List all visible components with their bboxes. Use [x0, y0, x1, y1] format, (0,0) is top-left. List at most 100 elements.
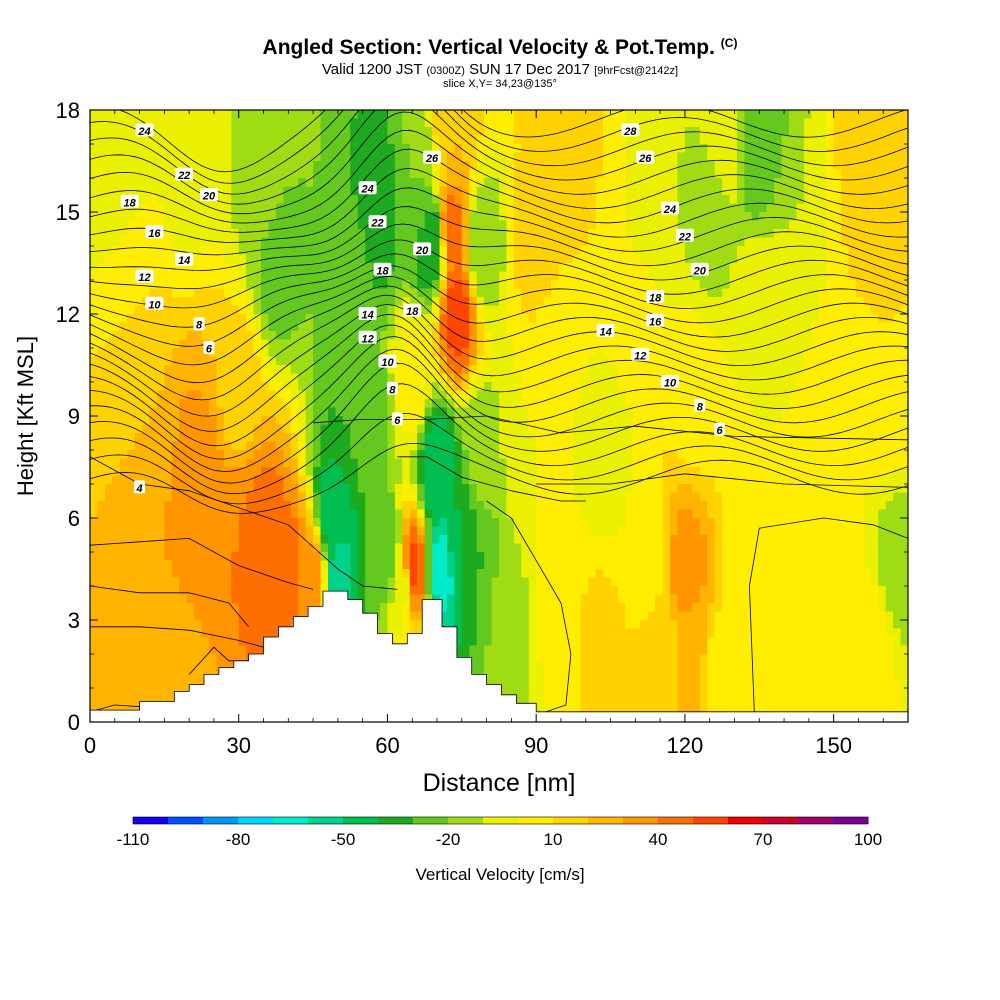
field-cell	[171, 433, 180, 443]
field-cell	[558, 467, 567, 477]
field-cell	[394, 348, 403, 358]
field-cell	[156, 577, 165, 587]
field-cell	[513, 645, 522, 655]
field-cell	[90, 441, 99, 451]
field-cell	[201, 450, 210, 460]
field-cell	[536, 577, 545, 587]
field-cell	[528, 433, 537, 443]
field-cell	[320, 390, 329, 400]
field-cell	[513, 637, 522, 647]
field-cell	[588, 127, 597, 137]
field-cell	[327, 390, 336, 400]
field-cell	[387, 620, 396, 630]
field-cell	[417, 577, 426, 587]
field-cell	[432, 492, 441, 502]
field-cell	[491, 356, 500, 366]
field-cell	[357, 288, 366, 298]
field-cell	[320, 560, 329, 570]
field-cell	[268, 552, 277, 562]
field-cell	[238, 229, 247, 239]
field-cell	[142, 407, 151, 417]
field-cell	[402, 484, 411, 494]
field-cell	[528, 552, 537, 562]
field-cell	[491, 390, 500, 400]
field-cell	[432, 263, 441, 273]
field-cell	[253, 526, 262, 536]
field-cell	[402, 509, 411, 519]
field-cell	[246, 254, 255, 264]
field-cell	[90, 280, 99, 290]
field-cell	[327, 322, 336, 332]
field-cell	[186, 560, 195, 570]
field-cell	[469, 399, 478, 409]
field-cell	[119, 331, 128, 341]
field-cell	[342, 526, 351, 536]
field-cell	[342, 560, 351, 570]
field-cell	[201, 237, 210, 247]
field-cell	[565, 705, 574, 715]
field-cell	[402, 118, 411, 128]
field-cell	[461, 237, 470, 247]
field-cell	[223, 662, 232, 672]
field-cell	[499, 594, 508, 604]
field-cell	[231, 212, 240, 222]
field-cell	[164, 424, 173, 434]
field-cell	[305, 433, 314, 443]
field-cell	[305, 144, 314, 154]
field-cell	[454, 467, 463, 477]
field-cell	[142, 263, 151, 273]
field-cell	[350, 135, 359, 145]
field-cell	[134, 135, 143, 145]
field-cell	[90, 662, 99, 672]
field-cell	[565, 118, 574, 128]
field-cell	[446, 280, 455, 290]
field-cell	[268, 110, 277, 120]
field-cell	[350, 484, 359, 494]
field-cell	[194, 382, 203, 392]
field-cell	[580, 339, 589, 349]
field-cell	[402, 586, 411, 596]
field-cell	[201, 254, 210, 264]
field-cell	[119, 671, 128, 681]
field-cell	[216, 628, 225, 638]
field-cell	[127, 620, 136, 630]
field-cell	[342, 331, 351, 341]
field-cell	[543, 135, 552, 145]
field-cell	[417, 492, 426, 502]
field-cell	[335, 144, 344, 154]
field-cell	[402, 382, 411, 392]
field-cell	[238, 135, 247, 145]
field-cell	[580, 560, 589, 570]
field-cell	[499, 662, 508, 672]
field-cell	[446, 433, 455, 443]
field-cell	[261, 118, 270, 128]
field-cell	[484, 152, 493, 162]
field-cell	[268, 348, 277, 358]
field-cell	[588, 331, 597, 341]
field-cell	[342, 509, 351, 519]
field-cell	[238, 552, 247, 562]
field-cell	[432, 212, 441, 222]
field-cell	[394, 135, 403, 145]
field-cell	[372, 280, 381, 290]
field-cell	[246, 144, 255, 154]
field-cell	[595, 186, 604, 196]
field-cell	[454, 254, 463, 264]
field-cell	[476, 118, 485, 128]
field-cell	[394, 314, 403, 324]
field-cell	[104, 501, 113, 511]
field-cell	[491, 484, 500, 494]
field-cell	[439, 331, 448, 341]
field-cell	[432, 416, 441, 426]
field-cell	[261, 110, 270, 120]
field-cell	[320, 356, 329, 366]
field-cell	[253, 535, 262, 545]
field-cell	[238, 373, 247, 383]
field-cell	[208, 144, 218, 154]
field-cell	[454, 203, 463, 213]
field-cell	[216, 492, 225, 502]
field-cell	[186, 484, 195, 494]
field-cell	[484, 271, 493, 281]
field-cell	[290, 594, 299, 604]
field-cell	[417, 254, 426, 264]
